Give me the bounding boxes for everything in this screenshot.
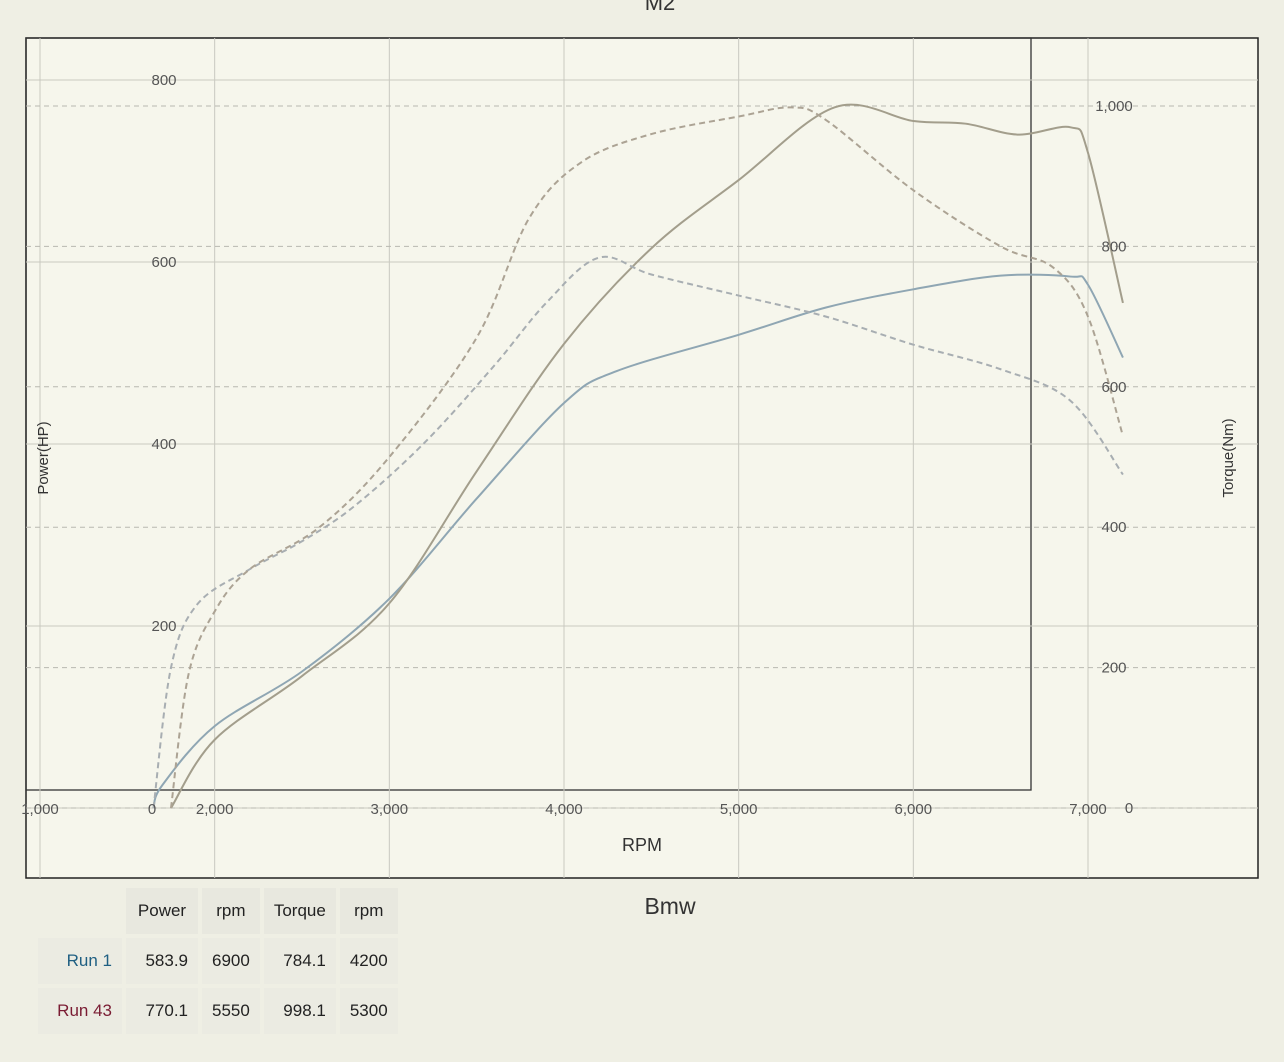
power-value: 583.9 [126, 938, 198, 984]
y-right-tick-label: 400 [1101, 519, 1126, 536]
inner-frame [25, 37, 1032, 791]
tick-labels: 1,000 2,000 3,000 4,000 5,000 6,000 7,000 0 200 4… [21, 72, 1133, 818]
y-left-tick-label: 400 [151, 436, 176, 453]
grid [26, 38, 1258, 878]
x-tick-label: 5,000 [720, 801, 758, 818]
series-line-run-43-torque [170, 106, 1124, 809]
header-power: Power [126, 888, 198, 934]
y-right-tick-label: 0 [1125, 800, 1133, 817]
series-group [152, 103, 1124, 809]
series-line-run-1-torque [152, 255, 1124, 809]
x-tick-label: 3,000 [371, 801, 409, 818]
results-row-run-1: Run 1 583.9 6900 784.1 4200 [38, 938, 398, 984]
series-line-run-1-power [152, 273, 1124, 809]
series-line-run-43-power [170, 103, 1124, 809]
chart-subtitle: Bmw [644, 893, 696, 919]
run-label: Run 1 [38, 938, 122, 984]
y-right-tick-label: 200 [1101, 660, 1126, 677]
plot-frame [25, 37, 1259, 879]
torque-rpm-value: 5300 [339, 988, 398, 1034]
results-corner [38, 888, 122, 934]
x-tick-label: 7,000 [1069, 801, 1107, 818]
header-torque: Torque [263, 888, 336, 934]
run-label: Run 43 [38, 988, 122, 1034]
y-right-tick-label: 1,000 [1095, 98, 1133, 115]
y-axis-left-label: Power(HP) [35, 421, 52, 494]
plot-area [25, 37, 1259, 879]
header-power-rpm: rpm [202, 888, 260, 934]
x-axis-label: RPM [622, 835, 662, 855]
x-tick-label: 1,000 [21, 801, 59, 818]
y-right-tick-label: 600 [1101, 379, 1126, 396]
results-table: Power rpm Torque rpm Run 1 583.9 6900 78… [34, 884, 402, 1038]
torque-value: 998.1 [263, 988, 336, 1034]
y-left-tick-label: 800 [151, 72, 176, 89]
y-left-tick-label: 200 [151, 618, 176, 635]
torque-value: 784.1 [263, 938, 336, 984]
y-left-tick-label: 0 [148, 801, 156, 818]
y-right-tick-label: 800 [1101, 238, 1126, 255]
y-left-tick-label: 600 [151, 254, 176, 271]
chart-title: M2 [645, 0, 676, 15]
power-value: 770.1 [126, 988, 198, 1034]
y-axis-right-label: Torque(Nm) [1220, 418, 1237, 497]
x-tick-label: 2,000 [196, 801, 234, 818]
x-tick-label: 4,000 [545, 801, 583, 818]
power-rpm-value: 6900 [202, 938, 260, 984]
results-row-run-43: Run 43 770.1 5550 998.1 5300 [38, 988, 398, 1034]
results-header-row: Power rpm Torque rpm [38, 888, 398, 934]
header-torque-rpm: rpm [339, 888, 398, 934]
torque-rpm-value: 4200 [339, 938, 398, 984]
x-tick-label: 6,000 [895, 801, 933, 818]
power-rpm-value: 5550 [202, 988, 260, 1034]
